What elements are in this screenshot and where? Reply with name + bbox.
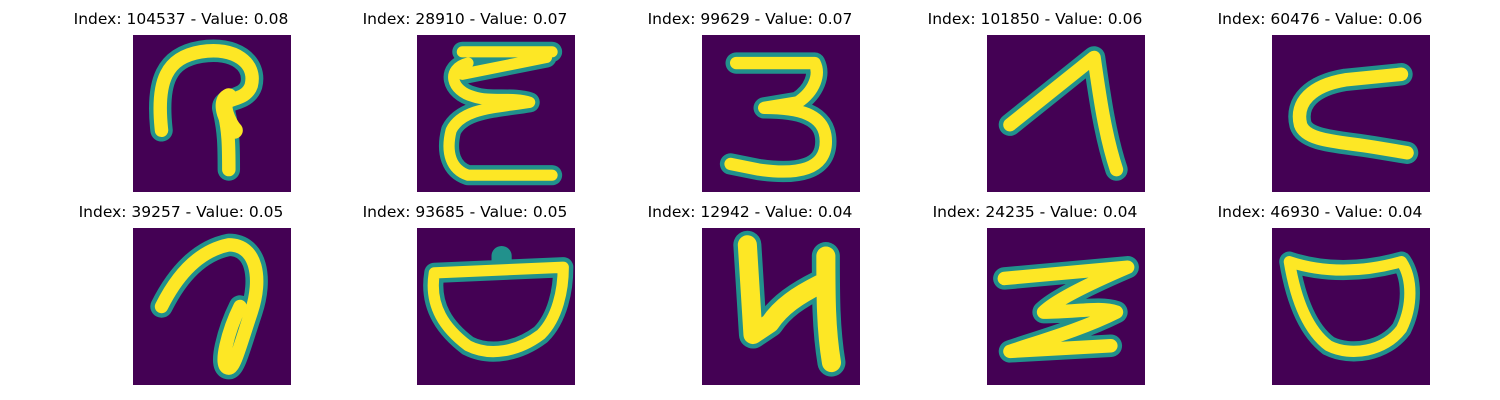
digit-image (987, 228, 1145, 385)
subplot-7: Index: 93685 - Value: 0.05 (315, 193, 615, 385)
zigzag-e-icon (438, 41, 563, 186)
digit-image (987, 35, 1145, 192)
digit-image (702, 35, 860, 192)
digit-image (133, 228, 291, 385)
digit-image (1272, 228, 1430, 385)
digit-image (133, 35, 291, 192)
subplot-title: Index: 93685 - Value: 0.05 (362, 203, 568, 221)
subplot-5: Index: 60476 - Value: 0.06 (1170, 0, 1470, 192)
subplot-3: Index: 99629 - Value: 0.07 (600, 0, 900, 192)
subplot-title: Index: 104537 - Value: 0.08 (73, 10, 289, 28)
subplot-title: Index: 39257 - Value: 0.05 (78, 203, 284, 221)
digit-image (702, 228, 860, 385)
subplot-8: Index: 12942 - Value: 0.04 (600, 193, 900, 385)
subplot-title: Index: 28910 - Value: 0.07 (362, 10, 568, 28)
z-stroke-icon (993, 256, 1139, 363)
digit-image (417, 35, 575, 192)
loop-hook-icon (150, 233, 268, 380)
sideways-u-icon (1288, 63, 1419, 164)
subplot-title: Index: 24235 - Value: 0.04 (932, 203, 1138, 221)
bowl-icon (423, 245, 574, 362)
subplot-title: Index: 60476 - Value: 0.06 (1217, 10, 1423, 28)
subplot-title: Index: 46930 - Value: 0.04 (1217, 203, 1423, 221)
subplot-title: Index: 99629 - Value: 0.07 (647, 10, 853, 28)
digit-image (417, 228, 575, 385)
cup-icon (1279, 251, 1420, 362)
subplot-title: Index: 101850 - Value: 0.06 (927, 10, 1143, 28)
curl-tail-icon (148, 39, 264, 181)
subplot-2: Index: 28910 - Value: 0.07 (315, 0, 615, 192)
digit-three-icon (719, 52, 837, 183)
digit-one-icon (998, 46, 1128, 181)
subplot-4: Index: 101850 - Value: 0.06 (885, 0, 1185, 192)
subplot-title: Index: 12942 - Value: 0.04 (647, 203, 853, 221)
digit-image (1272, 35, 1430, 192)
subplot-10: Index: 46930 - Value: 0.04 (1170, 193, 1470, 385)
digit-four-icon (733, 230, 846, 377)
subplot-9: Index: 24235 - Value: 0.04 (885, 193, 1185, 385)
subplot-6: Index: 39257 - Value: 0.05 (31, 193, 331, 385)
subplot-1: Index: 104537 - Value: 0.08 (31, 0, 331, 192)
